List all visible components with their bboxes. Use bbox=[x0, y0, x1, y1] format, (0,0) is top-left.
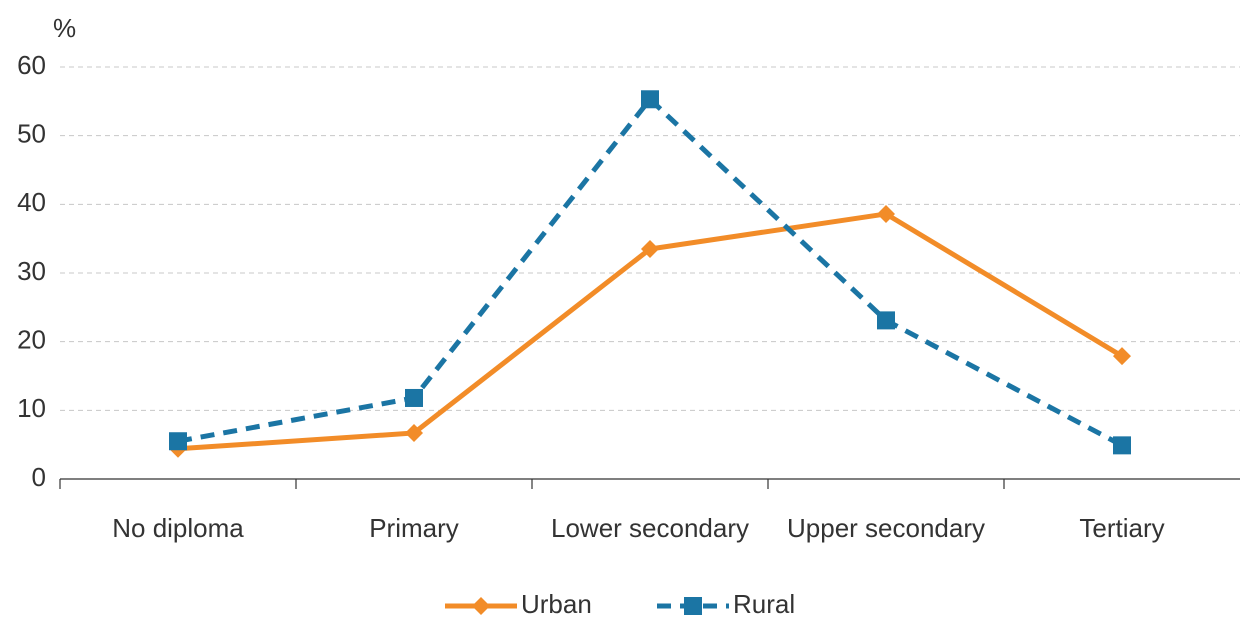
y-tick-label: 60 bbox=[17, 50, 46, 80]
point bbox=[877, 311, 895, 330]
x-tick-label: Upper secondary bbox=[787, 513, 985, 543]
point bbox=[641, 90, 659, 109]
point bbox=[1113, 347, 1131, 366]
point bbox=[405, 423, 423, 442]
point bbox=[405, 388, 423, 407]
legend-marker bbox=[684, 597, 702, 615]
legend-marker bbox=[472, 597, 490, 615]
x-tick-label: Tertiary bbox=[1079, 513, 1164, 543]
point bbox=[877, 204, 895, 223]
y-tick-label: 0 bbox=[32, 462, 46, 492]
x-tick-label: Primary bbox=[369, 513, 459, 543]
x-tick-label: Lower secondary bbox=[551, 513, 749, 543]
y-tick-label: 50 bbox=[17, 119, 46, 149]
y-tick-label: 10 bbox=[17, 393, 46, 423]
x-tick-label: No diploma bbox=[112, 513, 244, 543]
legend-label: Urban bbox=[521, 589, 592, 619]
point bbox=[169, 432, 187, 451]
y-tick-label: 30 bbox=[17, 256, 46, 286]
legend-label: Rural bbox=[733, 589, 795, 619]
y-axis-label: % bbox=[53, 13, 76, 43]
y-tick-label: 20 bbox=[17, 325, 46, 355]
point bbox=[641, 239, 659, 258]
y-tick-label: 40 bbox=[17, 187, 46, 217]
point bbox=[1113, 436, 1131, 455]
